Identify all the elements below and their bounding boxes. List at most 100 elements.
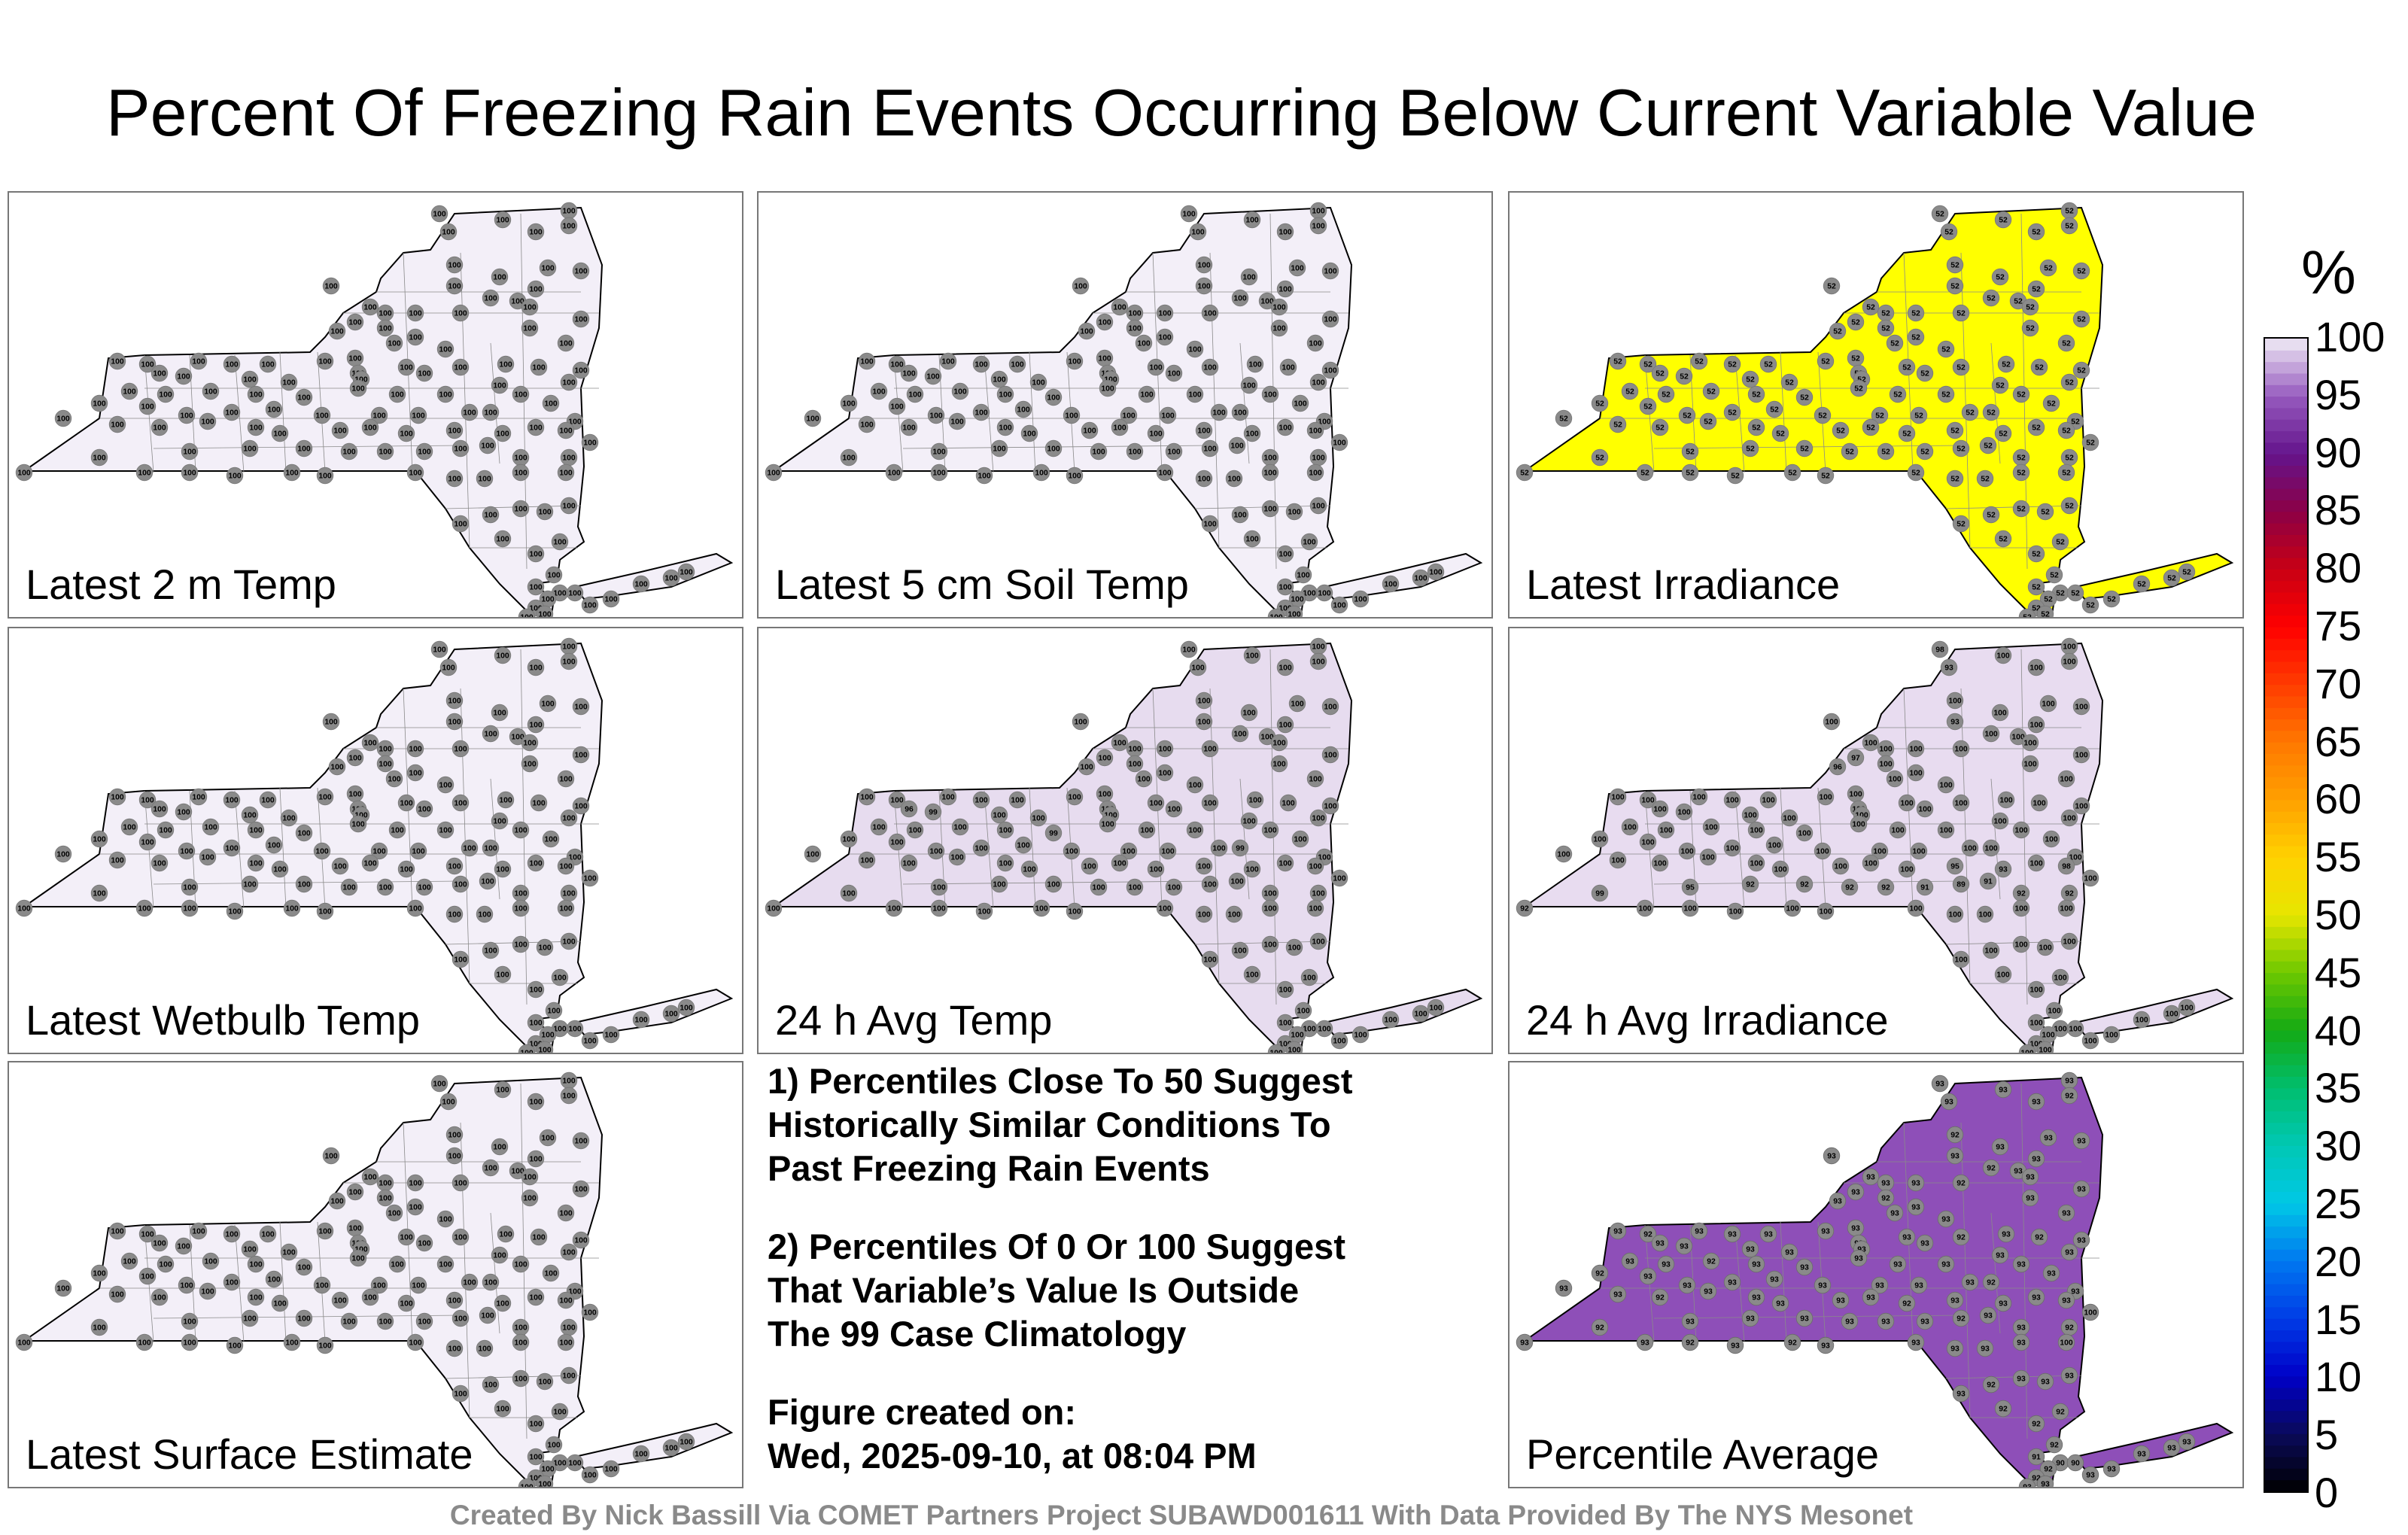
station-value: 100 [544,400,558,409]
station-dot [906,821,924,839]
station-value: 100 [400,364,413,372]
station-value: 100 [529,1156,543,1164]
station-dot [1288,259,1306,277]
station-value: 100 [141,1231,154,1239]
station-marker: 100 [527,1014,545,1032]
station-dot [280,1243,298,1261]
station-value: 100 [568,1026,582,1034]
station-value: 100 [1263,391,1277,400]
station-marker: 100 [1982,725,2000,743]
station-dot [346,1183,364,1201]
station-value: 52 [1956,521,1966,529]
station-marker: 93 [2027,1150,2045,1168]
station-dot [1243,530,1261,548]
panel-label: Latest Wetbulb Temp [26,996,421,1044]
station-value: 92 [1643,1231,1652,1239]
station-dot [1862,1168,1880,1186]
station-marker: 100 [560,1243,578,1261]
station-value: 100 [1263,506,1277,514]
station-dot [1267,1044,1285,1053]
colorbar-tick-label: 100 [2315,313,2385,360]
station-marker: 100 [1279,794,1297,812]
station-value: 100 [2084,1038,2097,1046]
station-value: 100 [412,1282,425,1290]
station-value: 100 [1167,884,1181,892]
station-value: 100 [1725,845,1739,853]
station-marker: 100 [2039,695,2057,713]
station-value: 100 [574,316,588,324]
station-value: 100 [860,857,874,865]
station-value: 100 [159,1261,172,1269]
station-value: 100 [1263,454,1277,463]
station-marker: 100 [518,1478,536,1487]
station-marker: 52 [1952,358,1970,376]
station-marker: 100 [858,415,876,433]
station-value: 100 [1113,740,1126,748]
station-marker: 100 [900,854,918,872]
station-value: 100 [2063,643,2076,652]
station-dot [90,1264,108,1282]
station-value: 93 [1683,1282,1692,1290]
station-value: 100 [454,800,467,808]
station-value: 93 [1800,1264,1809,1272]
station-dot [1315,1020,1333,1038]
station-value: 100 [493,382,506,391]
station-value: 96 [905,806,914,814]
station-value: 100 [1272,304,1286,312]
state-outline [771,206,1353,617]
station-dot [765,899,783,917]
station-dot [451,1385,470,1403]
station-dot [1099,815,1117,833]
station-dot [430,205,448,223]
station-dot [247,385,265,403]
station-dot [2036,605,2054,617]
station-dot [361,1168,379,1186]
station-dot [497,791,515,809]
station-value: 92 [1956,1315,1966,1324]
station-value: 100 [448,283,461,291]
station-dot [1201,875,1219,893]
station-dot [1916,1234,1934,1252]
county-line [460,1122,470,1418]
station-value: 100 [514,1339,528,1348]
station-dot [1747,418,1765,436]
station-value: 100 [177,809,190,817]
station-dot [223,1273,241,1291]
station-dot [677,1433,695,1451]
station-value: 100 [439,782,452,790]
station-dot [1231,506,1249,524]
station-marker: 100 [1243,965,1261,983]
station-value: 100 [315,412,329,421]
station-value: 100 [1954,956,1968,965]
station-dot [2081,596,2099,614]
station-dot [1841,442,1859,460]
station-dot [376,319,394,337]
station-value: 52 [1731,473,1740,481]
station-dot [295,824,313,842]
station-value: 100 [484,731,497,739]
station-dot [1940,658,1958,676]
station-dot [927,406,945,424]
station-value: 52 [1785,379,1794,388]
station-marker: 100 [223,839,241,857]
station-dot [560,373,578,391]
station-value: 100 [1291,1032,1304,1040]
station-marker: 100 [572,1132,590,1150]
station-value: 93 [2023,1484,2032,1487]
station-marker: 100 [90,884,108,902]
station-dot [557,334,575,352]
station-dot [1952,1309,1970,1327]
station-dot [1225,905,1243,923]
station-marker: 100 [2012,935,2030,953]
station-dot [939,352,957,370]
ny-state-map: 100 1001001001001001001001001001001001001… [765,202,1483,617]
station-marker: 100 [346,1219,364,1237]
station-value: 100 [1161,412,1175,421]
station-value: 100 [941,358,955,366]
station-value: 100 [1101,821,1114,829]
station-dot [406,899,424,917]
station-marker: 100 [1991,704,2009,722]
station-marker: 100 [972,839,990,857]
station-marker: 100 [560,1087,578,1105]
station-dot [1982,289,2000,307]
